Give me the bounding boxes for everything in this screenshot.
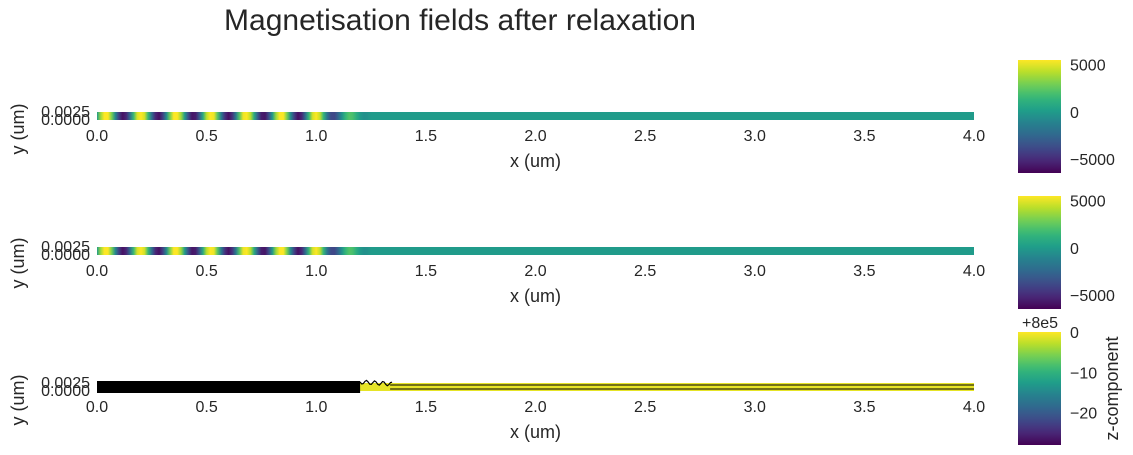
- x-tick-label: 1.5: [415, 263, 437, 280]
- x-tick-label: 4.0: [963, 263, 985, 280]
- y-axis-label: y (um): [8, 104, 28, 155]
- colorbar-tick-label: −5000: [1070, 288, 1115, 305]
- x-tick-label: 2.0: [524, 399, 546, 416]
- x-tick-label: 2.0: [524, 263, 546, 280]
- x-tick-label: 1.0: [305, 399, 327, 416]
- colorbar-tick-label: 0: [1070, 241, 1079, 258]
- x-tick-label: 0.0: [86, 399, 108, 416]
- y-tick-label: 0.0000: [41, 247, 90, 264]
- contour-lines: [97, 379, 974, 393]
- colorbar-tick-label: 5000: [1070, 58, 1106, 75]
- x-tick-label: 3.5: [853, 263, 875, 280]
- x-tick-label: 3.5: [853, 128, 875, 145]
- x-tick-label: 1.0: [305, 128, 327, 145]
- colorbar-tick-label: −20: [1070, 406, 1097, 423]
- colorbar-offset-label: +8e5: [1022, 315, 1058, 332]
- x-tick-label: 4.0: [963, 399, 985, 416]
- x-tick-label: 3.0: [744, 399, 766, 416]
- colorbar: 0 −10 −20 +8e5 z-component: [1018, 315, 1122, 445]
- x-tick-label: 1.5: [415, 128, 437, 145]
- colorbar: 5000 0 −5000: [1018, 58, 1115, 173]
- heatmap-strip: [97, 383, 974, 391]
- contour-line: [359, 379, 393, 387]
- y-tick-label: 0.0000: [41, 112, 90, 129]
- x-tick-label: 0.5: [196, 399, 218, 416]
- colorbar-gradient: [1018, 60, 1061, 173]
- colorbar-tick-label: 0: [1070, 325, 1079, 342]
- figure-title: Magnetisation fields after relaxation: [224, 4, 696, 37]
- colorbar-tick-label: −10: [1070, 365, 1097, 382]
- colorbar-tick-label: 5000: [1070, 194, 1106, 211]
- x-tick-label: 0.0: [86, 128, 108, 145]
- x-axis-label: x (um): [510, 151, 561, 171]
- y-tick-label: 0.0025: [41, 239, 90, 256]
- x-tick-label: 3.5: [853, 399, 875, 416]
- heatmap-strip: [97, 112, 974, 120]
- x-tick-label: 0.0: [86, 263, 108, 280]
- x-tick-label: 3.0: [744, 263, 766, 280]
- x-tick-label: 0.5: [196, 263, 218, 280]
- y-axis-label: y (um): [8, 238, 28, 289]
- x-tick-label: 2.5: [634, 399, 656, 416]
- x-axis-label: x (um): [510, 286, 561, 306]
- colorbar-tick-label: −5000: [1070, 152, 1115, 169]
- x-tick-label: 1.0: [305, 263, 327, 280]
- colorbar-gradient: [1018, 332, 1061, 445]
- x-tick-label: 4.0: [963, 128, 985, 145]
- x-axis-label: x (um): [510, 422, 561, 442]
- y-tick-label: 0.0025: [41, 104, 90, 121]
- y-tick-label: 0.0000: [41, 383, 90, 400]
- heatmap-strip: [97, 247, 974, 255]
- x-tick-label: 0.5: [196, 128, 218, 145]
- y-tick-label: 0.0025: [41, 375, 90, 392]
- x-tick-label: 3.0: [744, 128, 766, 145]
- colorbar-label: z-component: [1102, 336, 1122, 440]
- x-tick-label: 2.0: [524, 128, 546, 145]
- colorbar-gradient: [1018, 196, 1061, 309]
- y-axis-label: y (um): [8, 375, 28, 426]
- x-tick-label: 1.5: [415, 399, 437, 416]
- colorbar-tick-label: 0: [1070, 105, 1079, 122]
- x-tick-label: 2.5: [634, 263, 656, 280]
- x-tick-label: 2.5: [634, 128, 656, 145]
- colorbar: 5000 0 −5000: [1018, 194, 1115, 309]
